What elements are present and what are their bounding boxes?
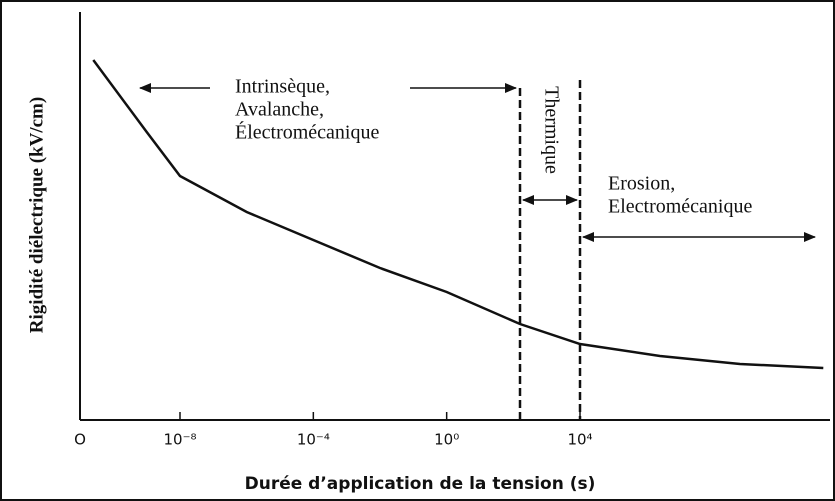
region-label: Thermique [540,86,562,174]
x-tick-label: 10⁻⁸ [163,431,196,449]
region-label: Électromécanique [235,121,379,144]
y-axis-label: Rigidité diélectrique (kV/cm) [26,97,47,333]
x-axis-label: Durée d’application de la tension (s) [245,474,596,494]
x-tick-label: O [74,431,86,449]
curve [92,59,824,370]
region-label: Intrinsèque, [235,76,330,98]
region-label: Electromécanique [608,196,752,218]
region-label: Erosion, [608,173,675,195]
x-tick-label: 10⁴ [567,431,592,449]
x-tick-label: 10⁻⁴ [297,431,330,449]
x-tick-label: 10⁰ [434,431,459,449]
region-label: Avalanche, [235,99,324,121]
